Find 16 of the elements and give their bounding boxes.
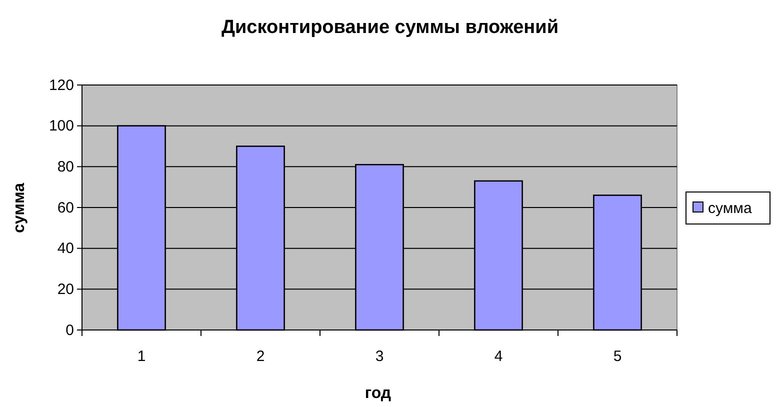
chart-title: Дисконтирование суммы вложений [221,17,559,38]
y-tick-label: 60 [57,199,74,216]
legend-label: сумма [708,200,752,217]
y-tick-label: 0 [66,322,74,339]
y-tick-label: 80 [57,158,74,176]
y-tick-label: 120 [48,76,74,94]
y-tick-label: 40 [57,240,74,258]
y-tick-label: 20 [57,280,74,298]
x-tick-label: 3 [375,348,384,365]
y-axis-title: сумма [11,182,28,233]
x-axis-title: год [364,385,392,402]
x-tick-label: 1 [137,348,146,365]
x-tick-label: 2 [256,348,265,365]
y-tick-label: 100 [48,118,74,135]
x-tick-label: 5 [613,348,622,365]
x-tick-label: 4 [494,348,503,365]
